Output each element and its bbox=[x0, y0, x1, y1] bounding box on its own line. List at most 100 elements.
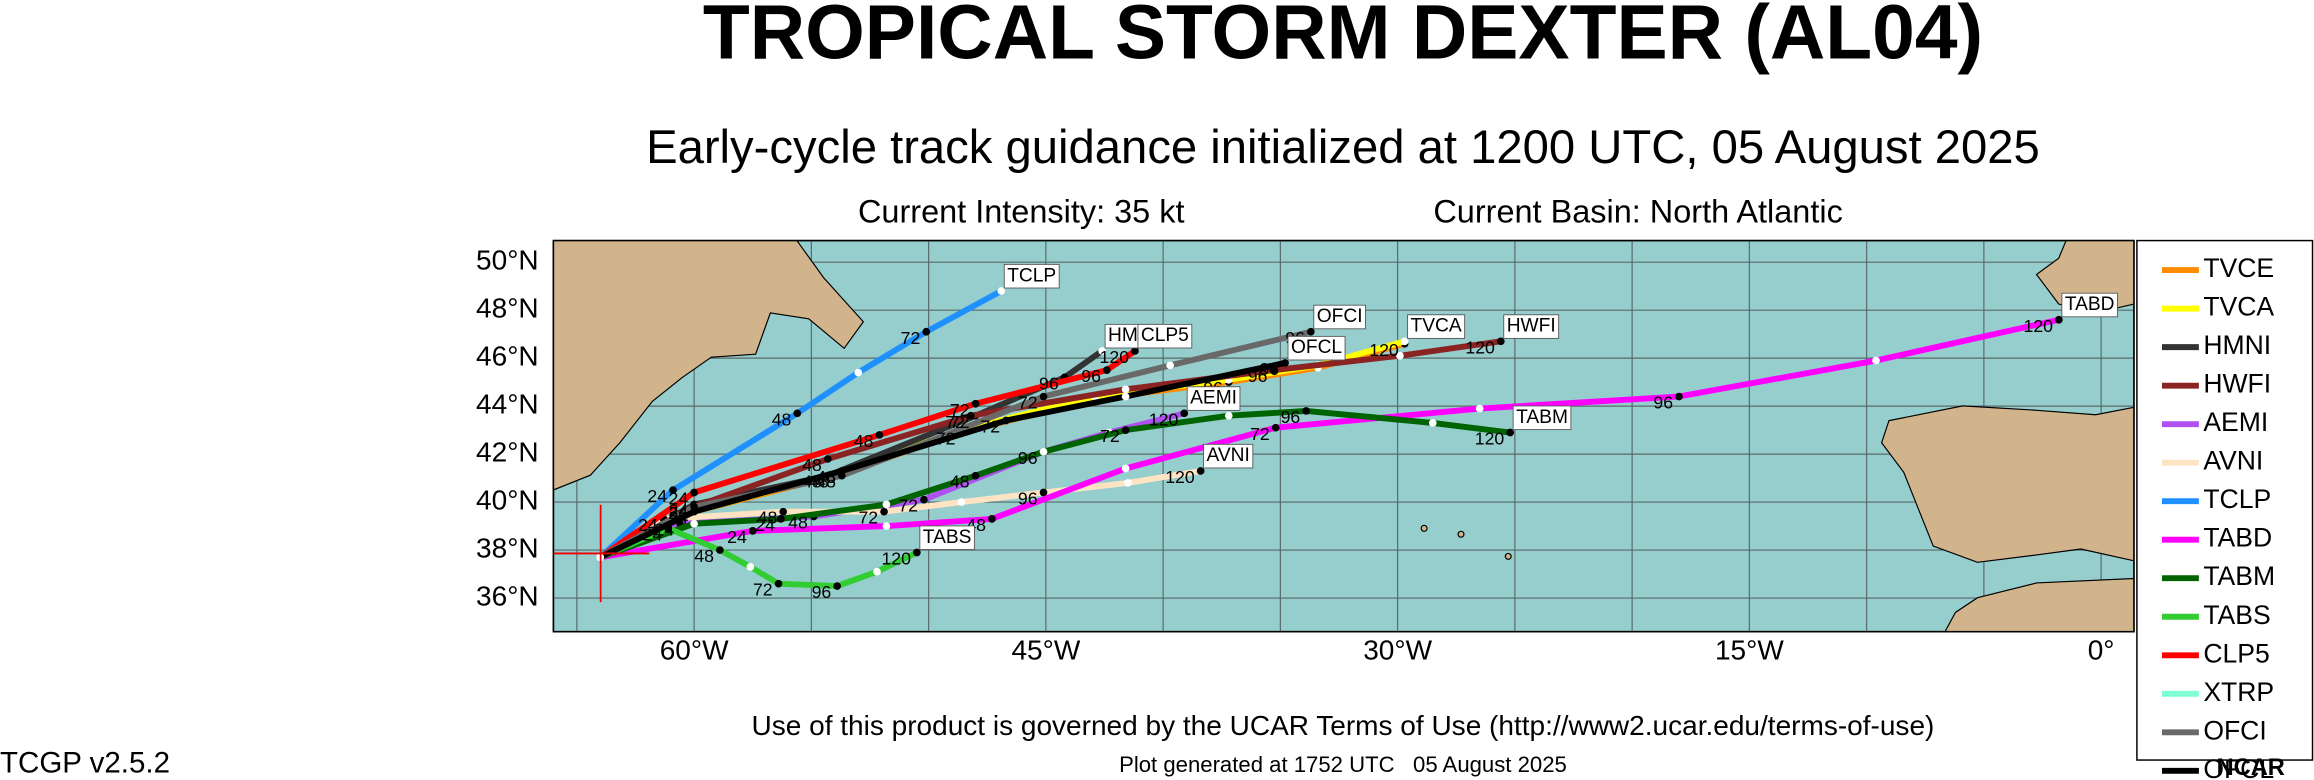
hour-label: 96 bbox=[812, 582, 832, 602]
hour-label: 120 bbox=[1149, 409, 1179, 429]
hour-label: 48 bbox=[854, 431, 874, 451]
hour-label: 96 bbox=[1281, 407, 1301, 427]
legend-label: XTRP bbox=[2203, 677, 2274, 707]
track-point bbox=[988, 515, 996, 523]
chart-title: TROPICAL STORM DEXTER (AL04) bbox=[703, 0, 1983, 76]
hour-label: 24 bbox=[654, 520, 674, 540]
y-tick-label: 40°N bbox=[476, 485, 539, 516]
y-tick-label: 38°N bbox=[476, 532, 539, 563]
track-point bbox=[1271, 423, 1280, 432]
track-tag: TCLP bbox=[1007, 265, 1056, 286]
hour-label: 48 bbox=[694, 546, 714, 566]
grid bbox=[553, 240, 2134, 632]
track-tag: AEMI bbox=[1190, 388, 1237, 409]
track-point bbox=[920, 495, 928, 504]
track-point bbox=[690, 488, 698, 497]
hour-label: 120 bbox=[1165, 467, 1195, 487]
track-tag: OFCI bbox=[1317, 306, 1363, 327]
hour-label: 24 bbox=[669, 501, 689, 521]
hour-label: 96 bbox=[1018, 489, 1038, 509]
track-point bbox=[1121, 385, 1130, 394]
track-point bbox=[1039, 447, 1048, 456]
legend-label: AEMI bbox=[2203, 407, 2268, 437]
track-line bbox=[597, 316, 2062, 561]
hour-labels: 24487296120TVCA24487296HMNI24487296120HW… bbox=[638, 263, 2118, 602]
hour-label: 48 bbox=[809, 472, 829, 492]
island bbox=[1420, 524, 1428, 532]
hour-label: 24 bbox=[669, 489, 689, 509]
y-tick-label: 50°N bbox=[476, 245, 539, 276]
track-tag-box bbox=[2061, 292, 2118, 318]
track-tag: OFCL bbox=[1291, 337, 1342, 358]
track-point bbox=[1121, 464, 1130, 473]
footer: Use of this product is governed by the U… bbox=[752, 710, 1935, 741]
track-point bbox=[957, 498, 966, 506]
hour-label: 72 bbox=[950, 400, 970, 420]
hour-label: 72 bbox=[1100, 426, 1120, 446]
axes: 60°W 45°W 30°W 15°W 0° 50°N 48°N 46°N 44°N 42°N 40… bbox=[476, 245, 2114, 666]
hour-label: 96 bbox=[1248, 366, 1268, 386]
track-point bbox=[1131, 347, 1139, 355]
track-point bbox=[1180, 409, 1189, 418]
track-point bbox=[873, 567, 881, 576]
chart-subtitle: Early-cycle track guidance initialized a… bbox=[646, 121, 2040, 174]
track-tag-box bbox=[1512, 405, 1572, 431]
x-tick-label: 30°W bbox=[1363, 635, 1432, 666]
track-point bbox=[1872, 356, 1880, 365]
x-tick-label: 15°W bbox=[1715, 635, 1784, 666]
x-tick-label: 0° bbox=[2088, 635, 2115, 666]
track-point bbox=[777, 515, 785, 523]
track-tag-box bbox=[1137, 323, 1193, 349]
track-point bbox=[793, 409, 802, 418]
hour-label: 72 bbox=[1018, 393, 1038, 413]
track-point bbox=[1002, 416, 1010, 425]
logo: NCAR bbox=[2217, 755, 2285, 780]
track-point bbox=[1506, 428, 1515, 437]
hour-label: 72 bbox=[898, 496, 918, 516]
track-point bbox=[1039, 488, 1048, 497]
legend-label: OFCL bbox=[2203, 754, 2274, 780]
hour-label: 48 bbox=[802, 472, 822, 492]
track-tag: TVCA bbox=[1411, 316, 1462, 337]
hour-label: 72 bbox=[753, 580, 773, 600]
hour-label: 120 bbox=[1475, 429, 1505, 449]
track-point bbox=[746, 563, 755, 571]
hour-label: 120 bbox=[2023, 316, 2053, 336]
track-point bbox=[1121, 392, 1130, 401]
track-tag-box bbox=[1203, 443, 1254, 469]
track-point bbox=[913, 548, 921, 557]
hour-label: 24 bbox=[669, 508, 689, 528]
track-point bbox=[922, 327, 931, 336]
track-line bbox=[597, 347, 1138, 561]
x-tick-label: 60°W bbox=[660, 635, 729, 666]
legend-label: HMNI bbox=[2203, 330, 2271, 360]
hour-label: 72 bbox=[936, 429, 956, 449]
hour-label: 120 bbox=[1369, 340, 1399, 360]
track-tag: HWFI bbox=[1507, 316, 1556, 337]
track-point bbox=[833, 582, 841, 590]
hour-label: 72 bbox=[858, 508, 878, 528]
hour-label: 24 bbox=[638, 515, 658, 535]
track-point bbox=[1124, 479, 1132, 487]
track-tag-box bbox=[919, 525, 975, 550]
track-point bbox=[669, 486, 677, 494]
track-point bbox=[690, 507, 698, 516]
track-tag-box bbox=[1287, 335, 1346, 361]
track-point bbox=[1196, 467, 1205, 475]
track-point bbox=[1396, 351, 1404, 360]
hour-label: 72 bbox=[950, 412, 970, 432]
track-point bbox=[854, 368, 863, 377]
intensity: Current Intensity: 35 kt bbox=[858, 194, 1184, 230]
version: TCGP v2.5.2 bbox=[0, 746, 170, 779]
track-point bbox=[2055, 315, 2063, 324]
north-america bbox=[552, 239, 865, 491]
track-tag: TABM bbox=[1516, 407, 1568, 428]
y-tick-label: 46°N bbox=[476, 341, 539, 372]
track-point bbox=[1496, 337, 1505, 346]
legend-label: TVCE bbox=[2203, 253, 2274, 283]
hour-label: 48 bbox=[802, 455, 822, 475]
hour-label: 96 bbox=[1653, 393, 1673, 413]
track-line bbox=[597, 525, 920, 590]
hour-label: 120 bbox=[881, 549, 911, 569]
